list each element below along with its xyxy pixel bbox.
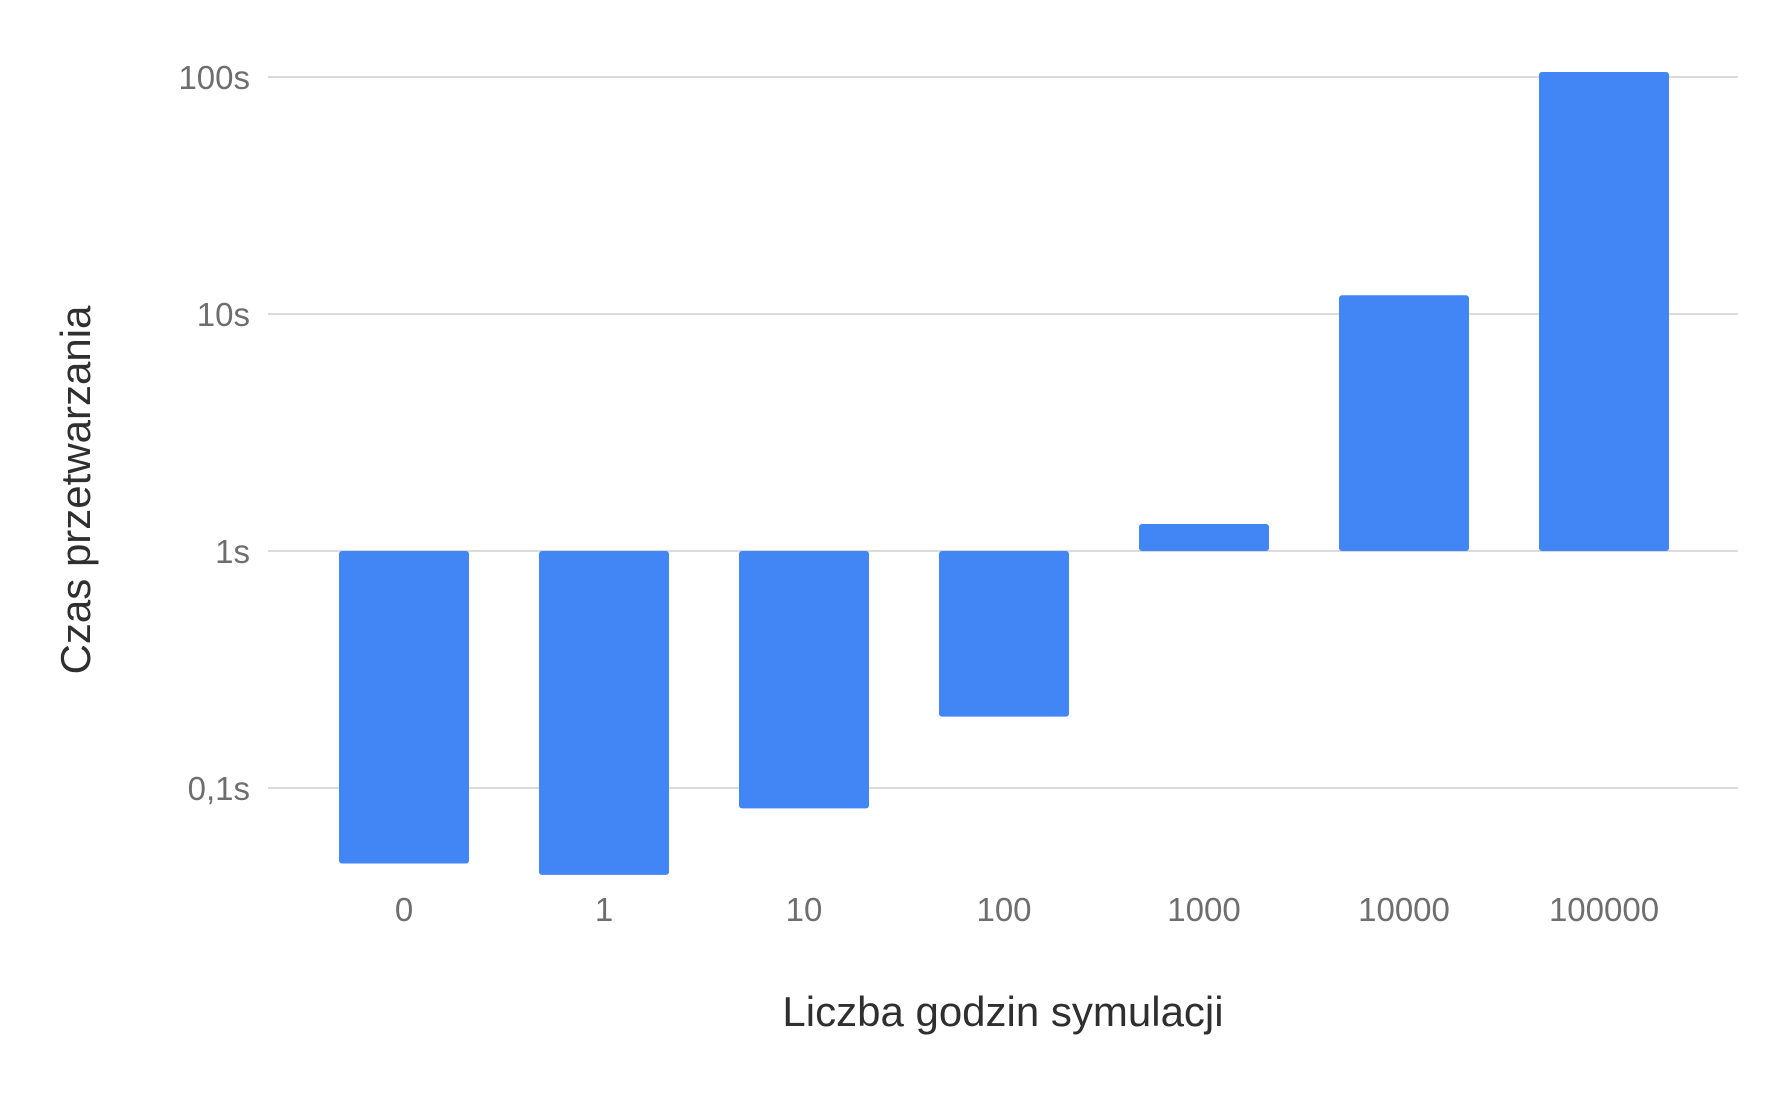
x-tick-label: 10 [786, 891, 823, 928]
x-axis-title: Liczba godzin symulacji [782, 988, 1223, 1035]
bar-1 [539, 551, 669, 875]
y-axis-tick-labels: 0,1s 1s 10s 100s [178, 59, 250, 807]
bar-10000 [1339, 295, 1469, 551]
bar-1000 [1139, 523, 1269, 551]
y-tick-label: 1s [215, 533, 250, 570]
x-axis-tick-labels: 0 1 10 100 1000 10000 100000 [395, 891, 1659, 928]
bars [339, 71, 1669, 875]
y-tick-label: 10s [197, 296, 250, 333]
bar-100 [939, 551, 1069, 717]
x-tick-label: 1000 [1167, 891, 1240, 928]
bar-0 [339, 551, 469, 864]
gridlines [268, 76, 1738, 789]
x-tick-label: 100 [976, 891, 1031, 928]
x-tick-label: 1 [595, 891, 613, 928]
bar-10 [739, 551, 869, 809]
y-tick-label: 100s [178, 59, 250, 96]
y-tick-label: 0,1s [188, 770, 250, 807]
x-tick-label: 10000 [1358, 891, 1450, 928]
x-tick-label: 100000 [1549, 891, 1659, 928]
y-axis-title: Czas przetwarzania [52, 305, 99, 674]
x-tick-label: 0 [395, 891, 413, 928]
bar-100000 [1539, 71, 1669, 551]
